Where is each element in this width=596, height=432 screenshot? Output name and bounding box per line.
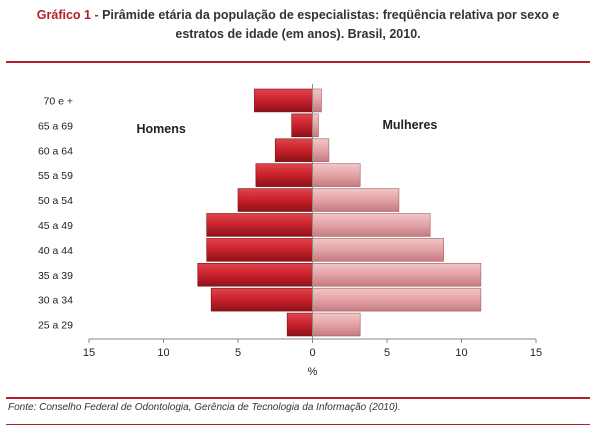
figure-label: Gráfico 1 xyxy=(36,8,91,22)
category-label-4: 50 a 54 xyxy=(38,195,73,207)
legend-men-label: Homens xyxy=(137,122,186,136)
x-tick-label-5: 10 xyxy=(455,347,467,359)
title-separator: - xyxy=(90,8,103,22)
bar-women-3 xyxy=(312,163,361,187)
bar-women-9 xyxy=(312,312,361,337)
title-line-1: Gráfico 1 - Pirâmide etária da população… xyxy=(0,6,596,25)
category-label-2: 60 a 64 xyxy=(38,145,73,157)
x-axis: 15 10 5 0 5 10 15 xyxy=(83,84,542,359)
bar-women-4 xyxy=(312,188,400,212)
bar-men-2 xyxy=(274,138,313,163)
source-note: Fonte: Conselho Federal de Odontologia, … xyxy=(8,402,401,413)
title-line-2: estratos de idade (em anos). Brasil, 201… xyxy=(175,27,421,41)
age-group-labels: 70 e + 65 a 69 60 a 64 55 a 59 50 a 54 45 a 4… xyxy=(38,95,73,331)
x-tick-label-1: 10 xyxy=(157,347,169,359)
category-label-5: 45 a 49 xyxy=(38,220,73,232)
category-label-6: 40 a 44 xyxy=(38,245,73,257)
bar-women-1 xyxy=(312,113,319,138)
bar-women-5 xyxy=(312,213,431,237)
bar-men-3 xyxy=(255,163,313,187)
x-tick-label-0: 15 xyxy=(83,347,95,359)
women-bars xyxy=(312,88,482,337)
chart-area: 15 10 5 0 5 10 15 70 e + 65 a 69 60 a 64 55 a 59 5… xyxy=(13,70,583,388)
title-text-1: Pirâmide etária da população de especial… xyxy=(102,8,560,22)
x-tick-label-3: 0 xyxy=(309,347,315,359)
x-tick-label-6: 15 xyxy=(530,347,542,359)
category-label-9: 25 a 29 xyxy=(38,320,73,332)
men-bars xyxy=(197,88,313,337)
top-divider xyxy=(6,61,590,63)
chart-title: Gráfico 1 - Pirâmide etária da população… xyxy=(0,6,596,44)
bar-men-6 xyxy=(206,238,313,262)
x-axis-label: % xyxy=(308,366,318,378)
footer-divider xyxy=(6,424,590,425)
legend-women-label: Mulheres xyxy=(383,118,438,132)
bar-men-5 xyxy=(206,213,313,237)
bar-women-2 xyxy=(312,138,330,163)
x-tick-label-4: 5 xyxy=(384,347,390,359)
bar-men-8 xyxy=(210,287,313,312)
bottom-divider xyxy=(6,397,590,399)
category-label-3: 55 a 59 xyxy=(38,170,73,182)
category-label-7: 35 a 39 xyxy=(38,270,73,282)
bar-men-1 xyxy=(291,113,313,138)
bar-women-0 xyxy=(312,88,322,113)
bar-men-4 xyxy=(237,188,313,212)
category-label-8: 30 a 34 xyxy=(38,295,73,307)
category-label-0: 70 e + xyxy=(44,95,74,107)
pyramid-chart: 15 10 5 0 5 10 15 70 e + 65 a 69 60 a 64 55 a 59 5… xyxy=(38,84,542,378)
category-label-1: 65 a 69 xyxy=(38,120,73,132)
bar-men-7 xyxy=(197,262,313,287)
bar-women-8 xyxy=(312,287,482,312)
bar-women-6 xyxy=(312,238,444,262)
bar-men-9 xyxy=(286,312,313,337)
bar-women-7 xyxy=(312,262,482,287)
x-tick-label-2: 5 xyxy=(235,347,241,359)
bar-men-0 xyxy=(254,88,313,113)
